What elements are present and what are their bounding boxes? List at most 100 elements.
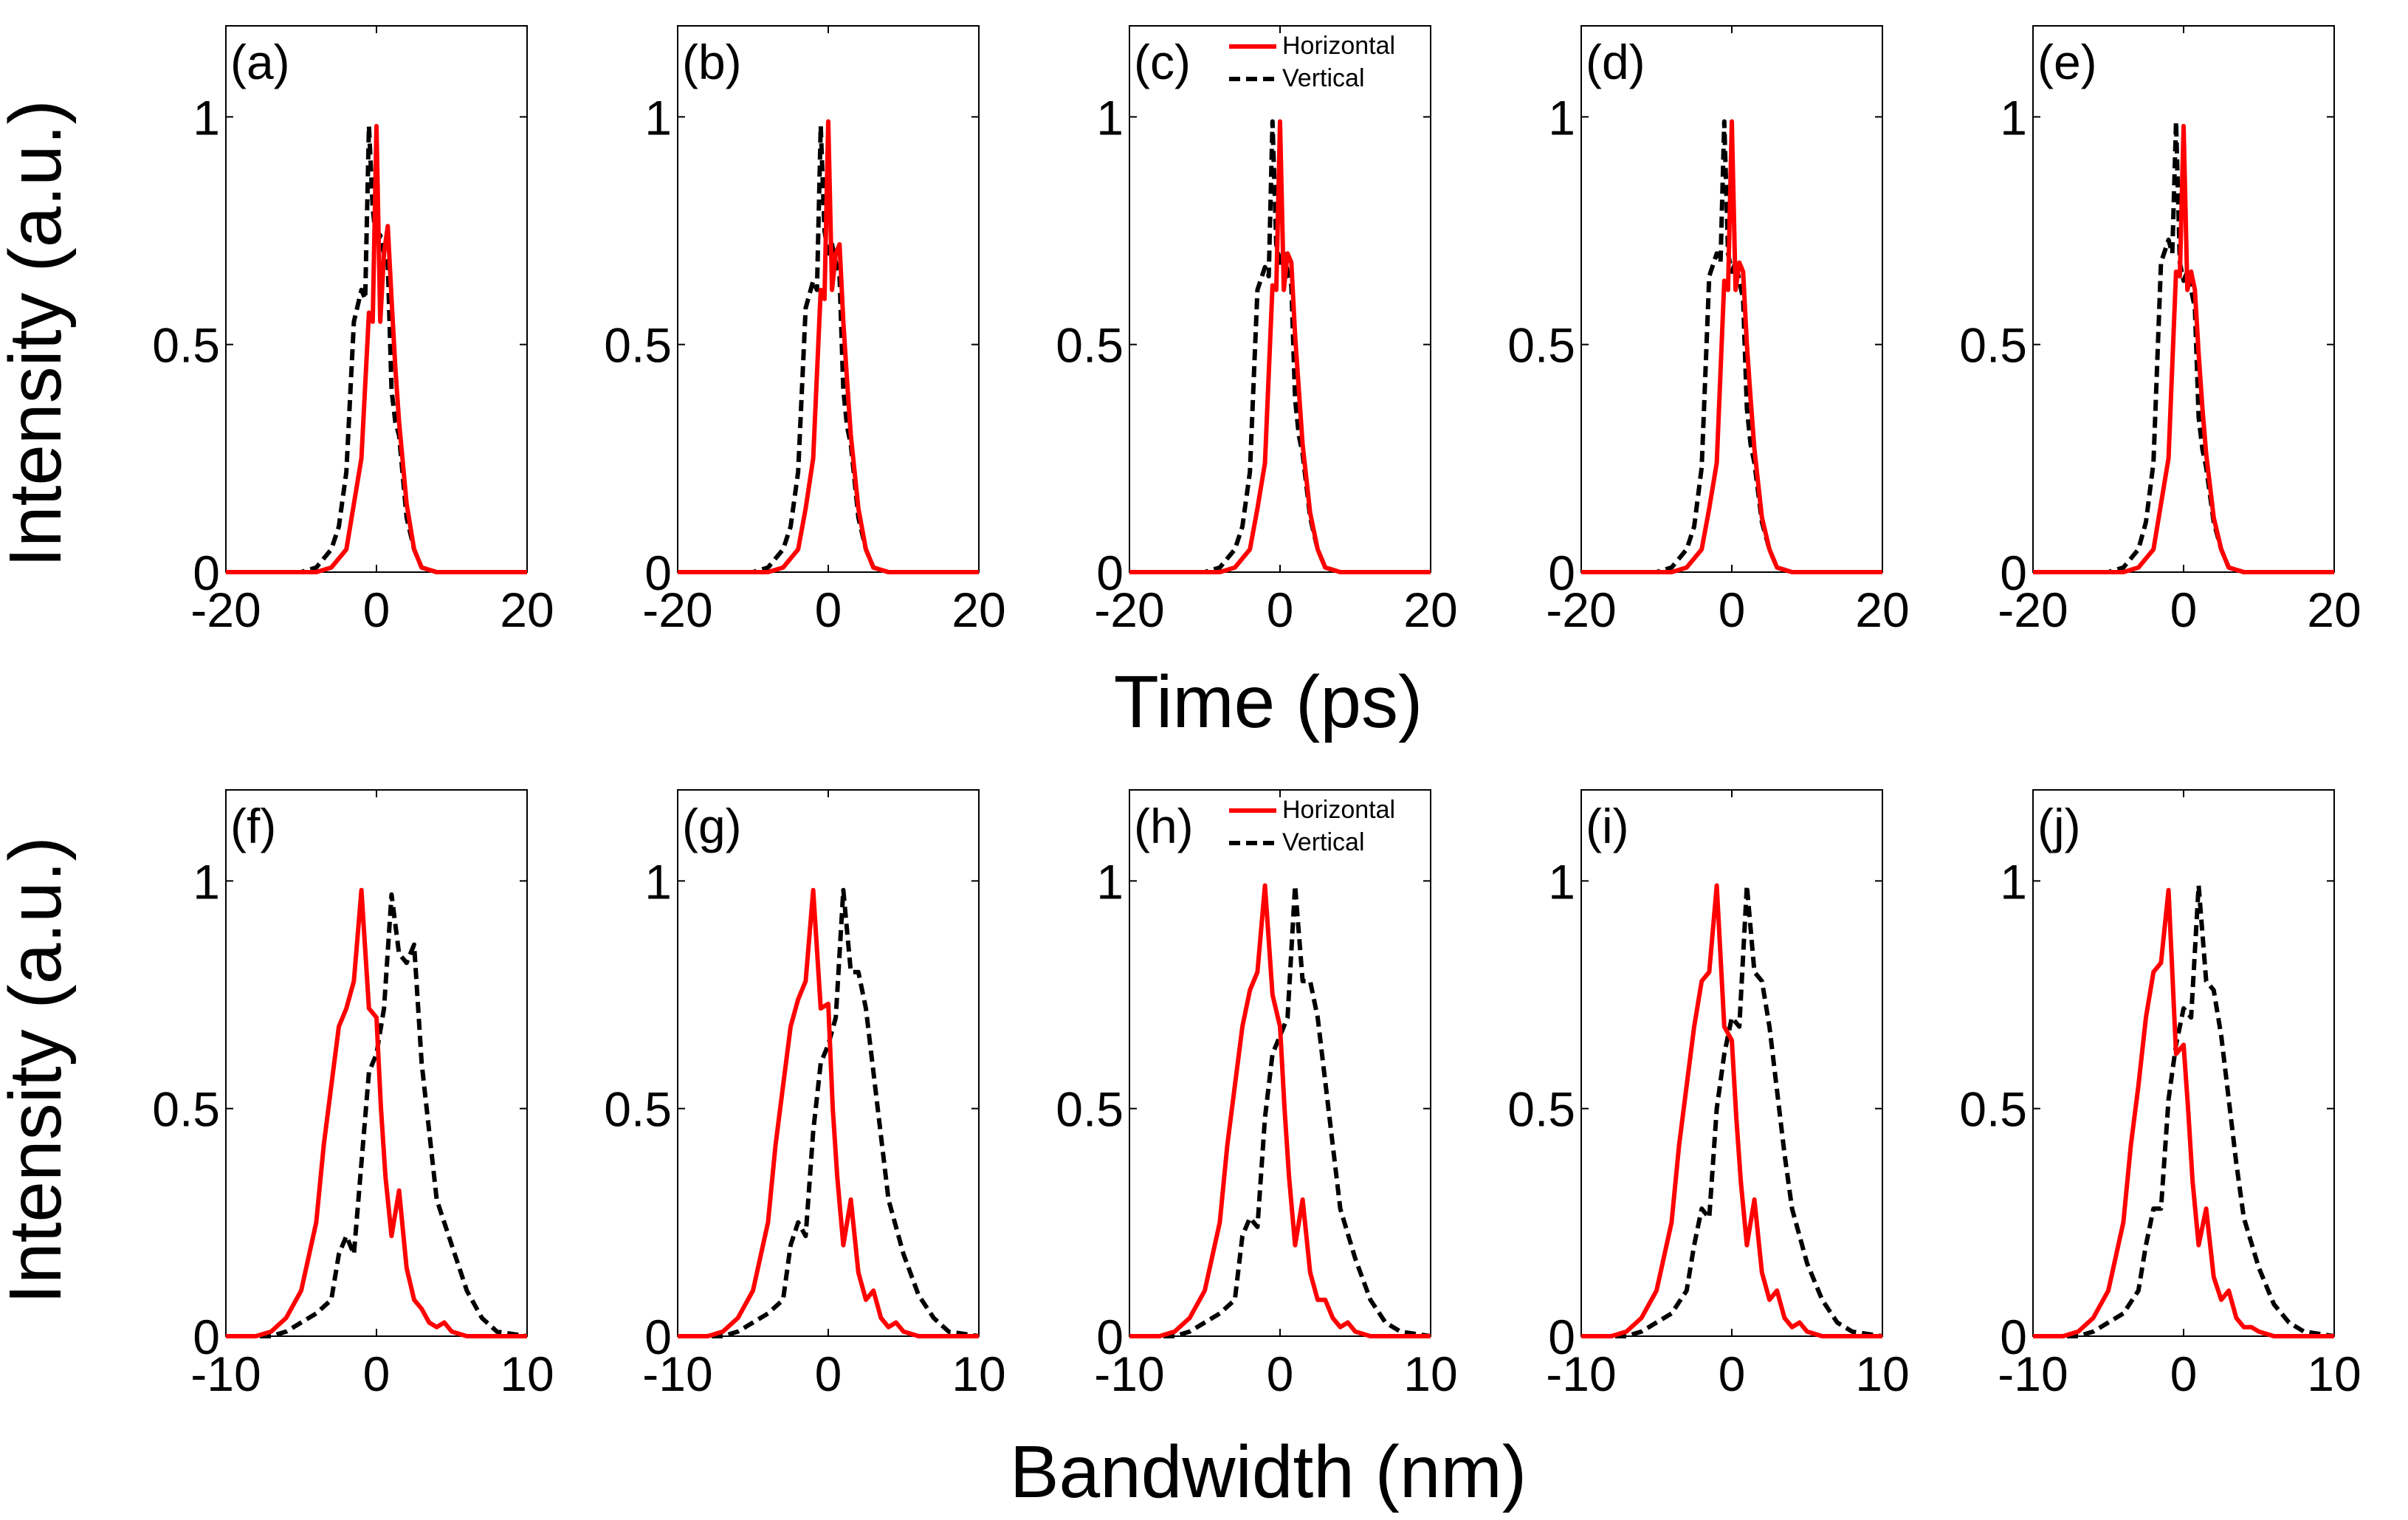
y-tick-label: 1 — [1548, 854, 1575, 909]
x-tick-label: 0 — [1267, 1347, 1294, 1401]
x-tick-label: -10 — [1546, 1347, 1616, 1401]
axes-box — [677, 789, 980, 1337]
legend-label-vertical: Vertical — [1282, 828, 1365, 856]
top-xlabel: Time (ps) — [1114, 661, 1423, 743]
y-tick-label: 1 — [1096, 90, 1124, 145]
series-line-vertical — [1581, 883, 1883, 1338]
y-tick-label: 1 — [193, 90, 220, 145]
axes-box — [677, 25, 980, 573]
x-tick-label: 20 — [1855, 582, 1909, 637]
axes-box — [1580, 25, 1883, 573]
y-tick-label: 1 — [644, 854, 672, 909]
panel-label: (a) — [230, 35, 290, 89]
panel-label: (c) — [1134, 35, 1191, 89]
y-tick-label: 0 — [193, 1310, 220, 1364]
panels: 00.51-20 0 20(a)00.51-20 0 20(b)00.51-20 0 20(… — [152, 25, 2361, 1401]
bottom-ylabel: Intensity (a.u.) — [0, 836, 77, 1304]
y-tick-label: 0.5 — [1507, 318, 1575, 373]
series-line-horizontal — [678, 887, 979, 1338]
x-tick-label: 10 — [1403, 1347, 1457, 1401]
x-tick-label: -10 — [1094, 1347, 1164, 1401]
x-tick-label: -20 — [1546, 582, 1616, 637]
panel-label: (h) — [1134, 799, 1194, 853]
y-tick-label: 1 — [1548, 90, 1575, 145]
panel-label: (d) — [1586, 35, 1645, 89]
x-tick-label: 0 — [363, 1347, 391, 1401]
series-line-vertical — [678, 123, 979, 574]
x-tick-label: 20 — [500, 582, 554, 637]
x-tick-label: -10 — [1998, 1347, 2068, 1401]
x-tick-label: 0 — [2170, 1347, 2198, 1401]
x-tick-label: 10 — [500, 1347, 554, 1401]
series-line-horizontal — [678, 119, 979, 574]
y-tick-label: 0.5 — [1959, 1082, 2027, 1137]
y-tick-label: 0.5 — [152, 1082, 220, 1137]
y-tick-label: 0 — [1548, 1310, 1575, 1364]
axes-box — [225, 789, 528, 1337]
axes-box — [1129, 25, 1431, 573]
legend: Horizontal Vertical — [1229, 32, 1395, 92]
axes-box — [225, 25, 528, 573]
panel-b: 00.51-20 0 20(b) — [604, 25, 1006, 637]
x-tick-label: -20 — [1094, 582, 1164, 637]
x-tick-label: 20 — [2307, 582, 2361, 637]
series-line-vertical — [226, 892, 528, 1338]
panel-e: 00.51-20 0 20(e) — [1959, 25, 2361, 637]
x-tick-label: 0 — [1719, 1347, 1746, 1401]
y-tick-label: 0.5 — [152, 318, 220, 373]
panel-label: (g) — [682, 799, 742, 853]
y-tick-label: 0 — [2000, 546, 2027, 600]
panel-label: (f) — [230, 799, 276, 853]
legend-label-horizontal: Horizontal — [1282, 796, 1395, 824]
x-tick-label: 10 — [952, 1347, 1005, 1401]
x-tick-label: 0 — [815, 1347, 842, 1401]
y-tick-label: 0 — [644, 546, 672, 600]
panel-f: 00.51-10 0 10(f) — [152, 789, 554, 1401]
panel-j: 00.51-10 0 10(j) — [1959, 789, 2361, 1401]
series-line-vertical — [2033, 883, 2335, 1338]
series-line-horizontal — [2033, 887, 2334, 1338]
series-line-horizontal — [1129, 119, 1431, 574]
y-tick-label: 0 — [2000, 1310, 2027, 1364]
axes-box — [2032, 25, 2335, 573]
top-ylabel: Intensity (a.u.) — [0, 100, 77, 568]
y-tick-label: 0 — [1096, 546, 1124, 600]
x-tick-label: 10 — [2307, 1347, 2361, 1401]
x-tick-label: 0 — [815, 582, 842, 637]
series-line-horizontal — [1129, 883, 1431, 1338]
panel-i: 00.51-10 0 10(i) — [1507, 789, 1910, 1401]
series-line-horizontal — [1581, 883, 1882, 1338]
legend: Horizontal Vertical — [1229, 796, 1395, 856]
x-tick-label: 0 — [1719, 582, 1746, 637]
x-tick-label: -20 — [190, 582, 261, 637]
x-tick-label: -20 — [1998, 582, 2068, 637]
x-tick-label: 0 — [1267, 582, 1294, 637]
y-tick-label: 0.5 — [604, 1082, 672, 1137]
y-tick-label: 1 — [193, 854, 220, 909]
y-tick-label: 1 — [1096, 854, 1124, 909]
x-tick-label: 0 — [2170, 582, 2198, 637]
panel-d: 00.51-20 0 20(d) — [1507, 25, 1910, 637]
panel-label: (i) — [1586, 799, 1629, 853]
series-line-horizontal — [226, 887, 527, 1338]
series-line-vertical — [678, 887, 980, 1338]
panel-a: 00.51-20 0 20(a) — [152, 25, 554, 637]
series-line-vertical — [1129, 883, 1431, 1338]
y-tick-label: 0 — [193, 546, 220, 600]
series-line-horizontal — [1581, 119, 1882, 574]
y-tick-label: 0.5 — [604, 318, 672, 373]
x-tick-label: -10 — [190, 1347, 261, 1401]
y-tick-label: 0.5 — [1507, 1082, 1575, 1137]
panel-label: (j) — [2037, 799, 2081, 853]
panel-label: (b) — [682, 35, 742, 89]
series-line-horizontal — [2033, 123, 2334, 574]
x-tick-label: 0 — [363, 582, 391, 637]
y-tick-label: 1 — [644, 90, 672, 145]
y-tick-label: 0 — [644, 1310, 672, 1364]
y-tick-label: 1 — [2000, 90, 2027, 145]
legend-label-horizontal: Horizontal — [1282, 32, 1395, 60]
panel-g: 00.51-10 0 10(g) — [604, 789, 1006, 1401]
